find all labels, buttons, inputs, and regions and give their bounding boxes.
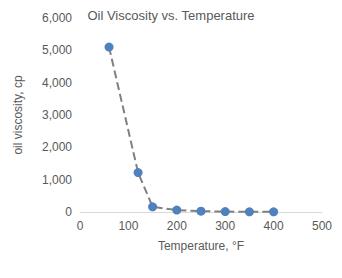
svg-text:400: 400 bbox=[264, 219, 284, 233]
svg-text:1,000: 1,000 bbox=[42, 173, 72, 187]
svg-text:2,000: 2,000 bbox=[42, 140, 72, 154]
svg-text:500: 500 bbox=[312, 219, 332, 233]
svg-text:4,000: 4,000 bbox=[42, 76, 72, 90]
svg-text:3,000: 3,000 bbox=[42, 108, 72, 122]
svg-text:5,000: 5,000 bbox=[42, 43, 72, 57]
svg-text:200: 200 bbox=[167, 219, 187, 233]
svg-text:300: 300 bbox=[215, 219, 235, 233]
svg-text:6,000: 6,000 bbox=[42, 11, 72, 25]
svg-text:0: 0 bbox=[65, 205, 72, 219]
svg-text:100: 100 bbox=[118, 219, 138, 233]
svg-text:0: 0 bbox=[77, 219, 84, 233]
svg-text:oil viscosity, cp: oil viscosity, cp bbox=[11, 75, 25, 154]
svg-text:Oil Viscosity vs. Temperature: Oil Viscosity vs. Temperature bbox=[87, 8, 254, 23]
svg-text:Temperature, °F: Temperature, °F bbox=[158, 239, 244, 253]
